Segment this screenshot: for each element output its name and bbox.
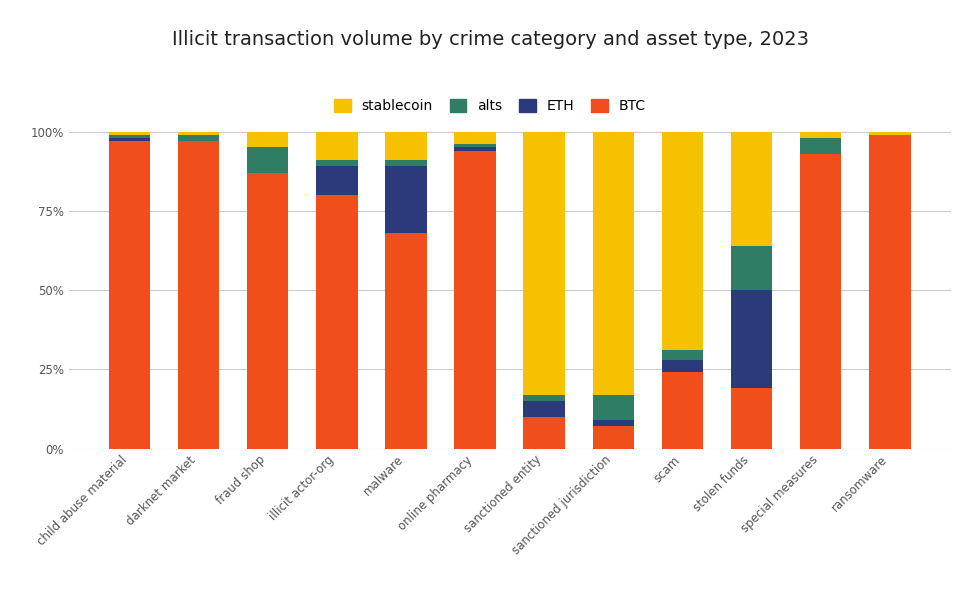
Bar — [317, 166, 358, 195]
Text: Illicit transaction volume by crime category and asset type, 2023: Illicit transaction volume by crime cate… — [172, 30, 808, 49]
Bar — [247, 132, 288, 148]
Bar — [662, 373, 703, 448]
Bar — [177, 141, 220, 448]
Bar — [455, 144, 496, 148]
Bar — [317, 160, 358, 166]
Bar — [177, 132, 220, 135]
Bar — [593, 420, 634, 426]
Bar — [593, 395, 634, 420]
Bar — [109, 141, 150, 448]
Bar — [869, 135, 910, 448]
Bar — [109, 135, 150, 138]
Bar — [731, 388, 772, 448]
Bar — [523, 417, 564, 448]
Bar — [731, 132, 772, 246]
Bar — [177, 135, 220, 141]
Bar — [800, 154, 842, 448]
Bar — [247, 173, 288, 448]
Bar — [593, 132, 634, 395]
Bar — [385, 160, 426, 166]
Bar — [800, 132, 842, 138]
Bar — [662, 350, 703, 360]
Bar — [385, 132, 426, 160]
Bar — [662, 360, 703, 373]
Bar — [523, 132, 564, 395]
Bar — [662, 132, 703, 350]
Bar — [731, 290, 772, 388]
Bar — [385, 166, 426, 233]
Bar — [593, 426, 634, 448]
Bar — [869, 132, 910, 135]
Legend: stablecoin, alts, ETH, BTC: stablecoin, alts, ETH, BTC — [328, 94, 652, 119]
Bar — [523, 395, 564, 401]
Bar — [109, 132, 150, 135]
Bar — [731, 246, 772, 290]
Bar — [385, 233, 426, 448]
Bar — [109, 138, 150, 141]
Bar — [247, 147, 288, 173]
Bar — [455, 148, 496, 151]
Bar — [317, 132, 358, 160]
Bar — [317, 195, 358, 448]
Bar — [455, 151, 496, 448]
Bar — [455, 132, 496, 144]
Bar — [800, 138, 842, 154]
Bar — [523, 401, 564, 417]
